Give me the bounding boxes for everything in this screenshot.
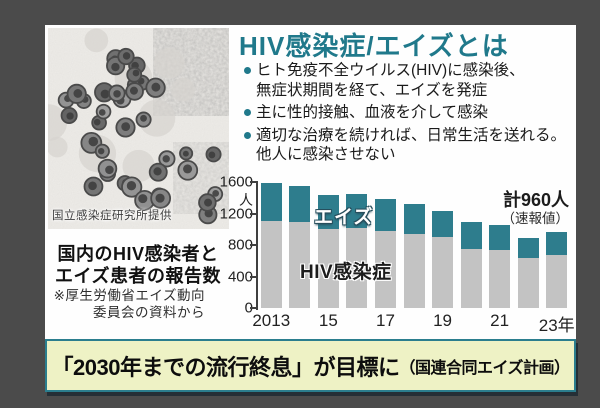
bar-segment-hiv <box>317 228 339 308</box>
goal-banner-sub-text: （国連合同エイズ計画） <box>399 359 570 377</box>
y-axis-line <box>256 181 258 310</box>
y-tick-mark <box>250 275 256 278</box>
goal-banner-main-text: 「2030年までの流行終息」が目標に <box>51 354 400 380</box>
y-tick-mark <box>250 181 256 183</box>
y-tick-mark <box>250 212 256 215</box>
bar-group-2015 <box>317 195 339 308</box>
source-note-line1: ※厚生労働省エイズ動向 <box>53 288 205 303</box>
bar-segment-hiv <box>403 233 425 308</box>
bullet-dot-icon <box>244 67 251 74</box>
bar-segment-hiv <box>432 236 454 308</box>
y-tick-label: 0 <box>244 299 253 317</box>
chart-caption: 国内のHIV感染者と エイズ患者の報告数 <box>45 244 231 287</box>
series-label-aids: エイズ <box>314 207 374 228</box>
bar-group-2014 <box>289 186 311 308</box>
bar-segment-aids <box>489 224 511 250</box>
bar-group-2013 <box>260 182 282 308</box>
bar-group-2021 <box>489 224 511 308</box>
y-tick-mark <box>250 244 256 246</box>
x-tick-label: 19 <box>433 311 452 330</box>
x-tick-label: 23年 <box>538 316 575 335</box>
bar-segment-hiv <box>289 222 311 308</box>
hiv-micrograph-image: 国立感染症研究所提供 <box>48 28 229 229</box>
bar-segment-aids <box>260 182 282 221</box>
bar-segment-aids <box>317 195 339 229</box>
bar-segment-aids <box>546 232 568 256</box>
source-note-line2: 委員会の資料から <box>93 304 205 320</box>
bar-segment-aids <box>346 193 368 229</box>
bar-segment-hiv <box>374 231 396 308</box>
total-2023-annotation: 計960人 <box>502 190 569 210</box>
bullet-item: 適切な治療を続ければ、日常生活を送れる。 他人に感染させない <box>244 126 576 165</box>
bar-segment-aids <box>517 238 539 259</box>
series-label-hiv: HIV感染症 <box>300 262 392 283</box>
bar-segment-hiv <box>517 258 539 308</box>
info-card: 国立感染症研究所提供 国内のHIV感染者と エイズ患者の報告数 ※厚生労働省エイ… <box>45 25 576 392</box>
bar-group-2016 <box>346 193 368 308</box>
bar-group-2019 <box>432 210 454 308</box>
bullet-text: 主に性的接触、血液を介して感染 <box>256 104 489 121</box>
x-tick-label: 21 <box>490 311 510 330</box>
bar-group-2023 <box>546 232 568 308</box>
chart-caption-line2: エイズ患者の報告数 <box>55 265 221 286</box>
bar-segment-hiv <box>346 228 368 308</box>
bar-segment-aids <box>432 210 454 237</box>
bullet-dot-icon <box>244 109 251 116</box>
page-title: HIV感染症/エイズとは <box>239 31 509 61</box>
bar-group-2018 <box>403 204 425 308</box>
x-tick-label: 17 <box>375 311 395 330</box>
x-tick-label: 15 <box>318 311 338 330</box>
bar-group-2022 <box>517 238 539 308</box>
bullet-item: ヒト免疫不全ウイルス(HIV)に感染後、 無症状期間を経て、エイズを発症 <box>244 61 576 100</box>
goal-banner: 「2030年までの流行終息」が目標に （国連合同エイズ計画） <box>45 339 576 392</box>
bar-segment-aids <box>403 204 425 234</box>
bullet-text: ヒト免疫不全ウイルス(HIV)に感染後、 無症状期間を経て、エイズを発症 <box>256 62 525 99</box>
micrograph-credit: 国立感染症研究所提供 <box>52 210 172 222</box>
bar-segment-aids <box>460 221 482 249</box>
bar-group-2020 <box>460 221 482 308</box>
bar-segment-hiv <box>260 220 282 308</box>
hiv-virus-particles-illustration <box>48 28 229 229</box>
bar-segment-aids <box>289 186 311 223</box>
bar-segment-hiv <box>460 248 482 308</box>
source-note: ※厚生労働省エイズ動向 委員会の資料から <box>45 288 205 321</box>
bullet-list: ヒト免疫不全ウイルス(HIV)に感染後、 無症状期間を経て、エイズを発症主に性的接… <box>244 61 576 168</box>
x-tick-label: 2013 <box>252 311 291 330</box>
bar-segment-aids <box>374 198 396 232</box>
bullet-dot-icon <box>244 131 251 139</box>
chart-caption-line1: 国内のHIV感染者と <box>57 244 219 264</box>
y-tick-mark <box>250 307 256 309</box>
total-2023-annotation-sub: （速報値） <box>501 211 570 226</box>
bar-segment-hiv <box>489 249 511 308</box>
bullet-item: 主に性的接触、血液を介して感染 <box>244 103 576 123</box>
bar-segment-hiv <box>546 255 568 308</box>
bullet-text: 適切な治療を続ければ、日常生活を送れる。 他人に感染させない <box>256 126 567 164</box>
bar-group-2017 <box>374 198 396 308</box>
